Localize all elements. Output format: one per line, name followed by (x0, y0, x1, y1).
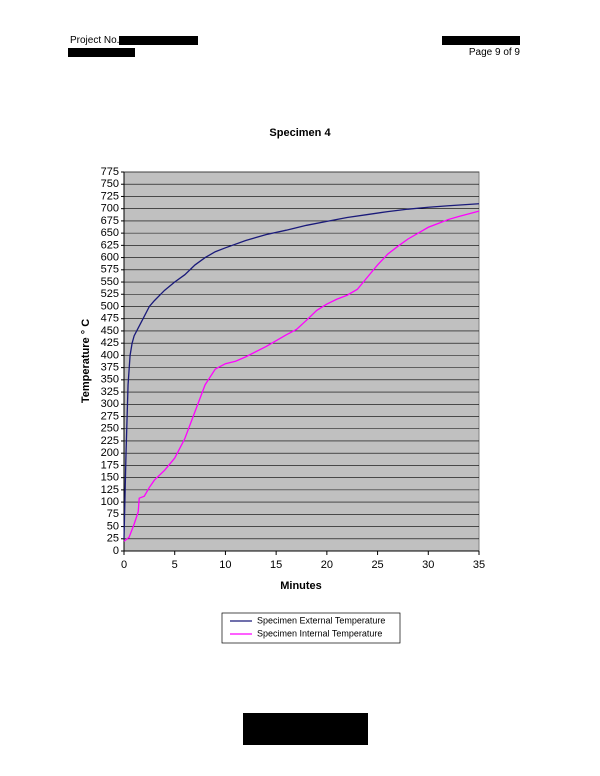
y-tick-label: 25 (107, 533, 119, 545)
legend-box (221, 612, 401, 644)
y-tick-label: 375 (101, 362, 119, 374)
y-tick-label: 150 (101, 472, 119, 484)
x-tick-label: 0 (121, 559, 127, 571)
y-tick-label: 125 (101, 484, 119, 496)
y-tick-label: 275 (101, 410, 119, 422)
legend-label: Specimen Internal Temperature (257, 628, 382, 638)
y-tick-label: 575 (101, 264, 119, 276)
x-tick-label: 5 (172, 559, 178, 571)
x-tick-label: 15 (270, 559, 282, 571)
y-tick-label: 175 (101, 459, 119, 471)
y-tick-label: 200 (101, 447, 119, 459)
redaction (442, 36, 520, 45)
y-tick-label: 75 (107, 508, 119, 520)
y-tick-label: 400 (101, 349, 119, 361)
chart-title: Specimen 4 (269, 127, 331, 139)
y-tick-label: 250 (101, 423, 119, 435)
y-tick-label: 300 (101, 398, 119, 410)
legend-label: Specimen External Temperature (257, 615, 385, 625)
y-tick-label: 750 (101, 178, 119, 190)
x-axis-label: Minutes (280, 580, 322, 592)
page-number: Page 9 of 9 (468, 47, 520, 58)
y-tick-label: 725 (101, 190, 119, 202)
y-tick-label: 675 (101, 215, 119, 227)
y-tick-label: 100 (101, 496, 119, 508)
x-tick-label: 20 (321, 559, 333, 571)
series-line (123, 210, 480, 542)
y-tick-label: 625 (101, 239, 119, 251)
redaction (119, 36, 198, 45)
y-tick-label: 700 (101, 203, 119, 215)
y-tick-label: 50 (107, 520, 119, 532)
y-tick-label: 775 (101, 166, 119, 178)
y-tick-label: 650 (101, 227, 119, 239)
series-line (123, 203, 480, 539)
y-tick-label: 325 (101, 386, 119, 398)
y-tick-label: 450 (101, 325, 119, 337)
y-tick-label: 500 (101, 300, 119, 312)
redaction (243, 713, 368, 745)
y-tick-label: 475 (101, 313, 119, 325)
plot-area (123, 171, 480, 552)
x-tick-label: 35 (473, 559, 485, 571)
y-tick-label: 425 (101, 337, 119, 349)
x-tick-label: 30 (422, 559, 434, 571)
project-label: Project No. (70, 35, 120, 46)
y-tick-label: 350 (101, 374, 119, 386)
y-axis-label: Temperature ° C (80, 319, 92, 403)
y-tick-label: 525 (101, 288, 119, 300)
y-tick-label: 550 (101, 276, 119, 288)
y-tick-label: 600 (101, 251, 119, 263)
y-tick-label: 225 (101, 435, 119, 447)
redaction (68, 48, 135, 57)
x-tick-label: 25 (371, 559, 383, 571)
x-tick-label: 10 (219, 559, 231, 571)
y-tick-label: 0 (113, 545, 119, 557)
